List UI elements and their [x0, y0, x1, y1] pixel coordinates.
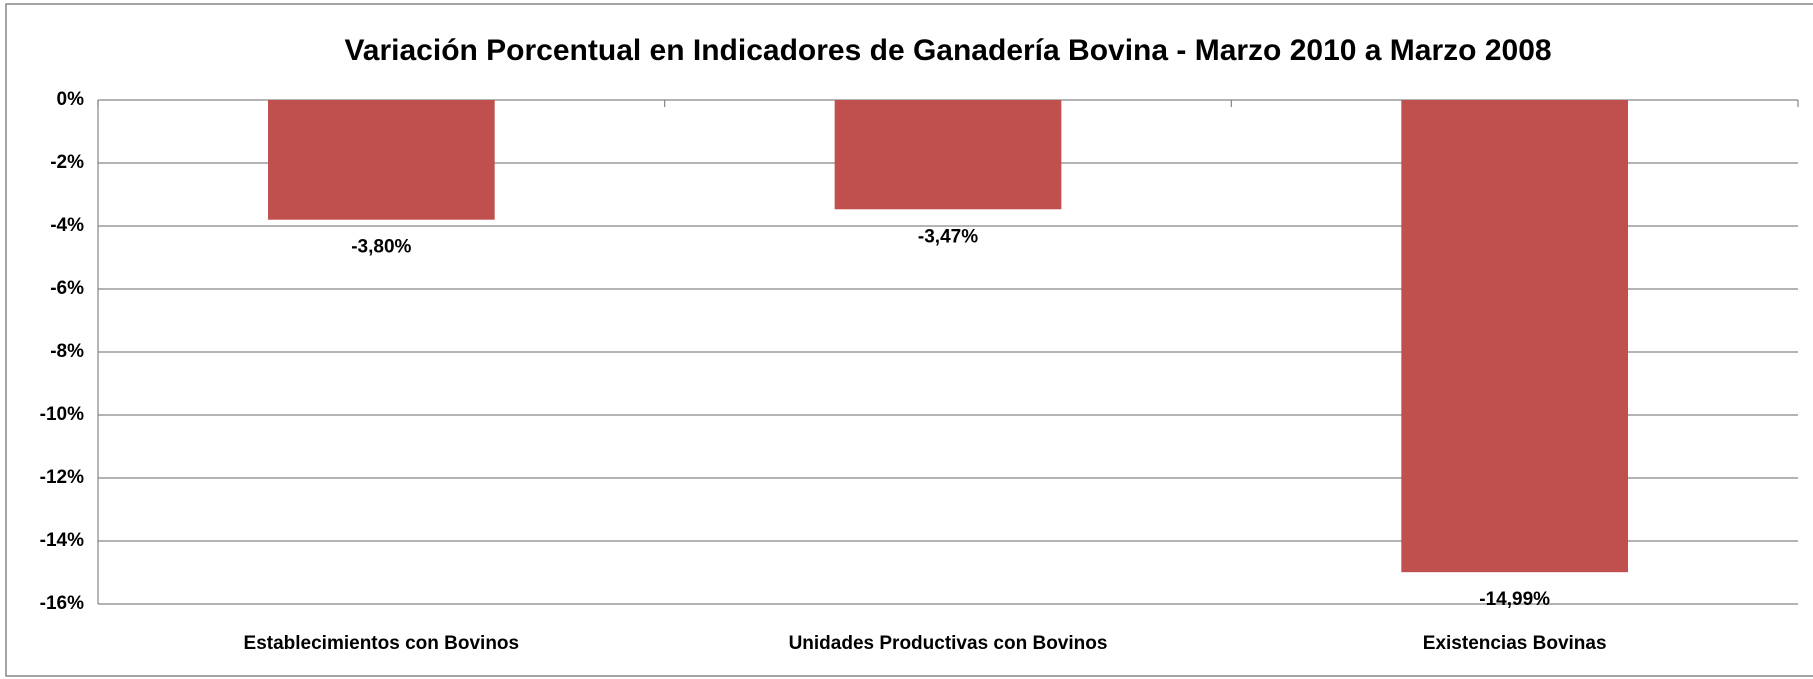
x-tick-label: Establecimientos con Bovinos: [244, 633, 520, 654]
data-label: -14,99%: [1479, 589, 1550, 610]
bar: [1401, 100, 1628, 573]
y-tick-label: -14%: [40, 530, 84, 551]
y-tick-label: -2%: [50, 152, 84, 173]
y-tick-label: -6%: [50, 278, 84, 299]
y-tick-label: -12%: [40, 467, 84, 488]
data-label: -3,80%: [351, 237, 411, 258]
data-label: -3,47%: [918, 226, 978, 247]
y-tick-label: -8%: [50, 341, 84, 362]
chart-title: Variación Porcentual en Indicadores de G…: [344, 34, 1551, 67]
y-tick-label: -10%: [40, 404, 84, 425]
y-tick-label: -16%: [40, 593, 84, 614]
y-tick-label: -4%: [50, 215, 84, 236]
bar: [834, 100, 1062, 210]
x-tick-label: Existencias Bovinas: [1423, 633, 1607, 654]
y-tick-label: 0%: [57, 89, 85, 110]
x-tick-label: Unidades Productivas con Bovinos: [789, 633, 1108, 654]
bar: [268, 100, 495, 220]
